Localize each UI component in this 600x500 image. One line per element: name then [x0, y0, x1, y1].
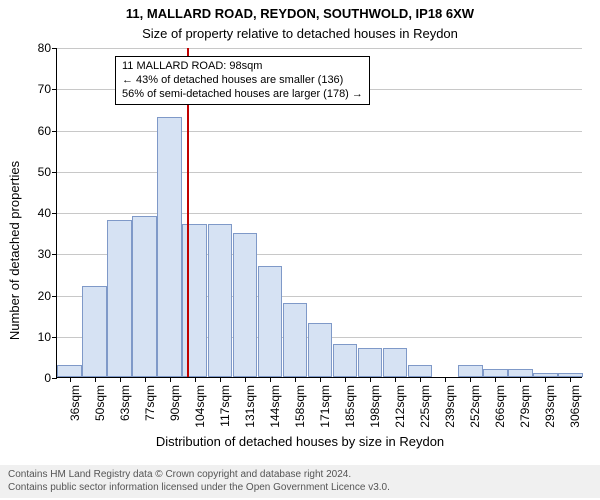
xtick-mark — [220, 377, 221, 382]
xtick-label: 212sqm — [393, 385, 407, 428]
chart-title: 11, MALLARD ROAD, REYDON, SOUTHWOLD, IP1… — [0, 6, 600, 21]
xtick-mark — [570, 377, 571, 382]
xtick-mark — [295, 377, 296, 382]
ytick-label: 70 — [38, 82, 57, 96]
xtick-label: 36sqm — [68, 385, 82, 421]
annotation-line: 11 MALLARD ROAD: 98sqm — [122, 60, 363, 74]
footer-line: Contains HM Land Registry data © Crown c… — [8, 469, 592, 482]
xtick-label: 185sqm — [343, 385, 357, 428]
xtick-label: 131sqm — [243, 385, 257, 428]
grid-line — [57, 131, 582, 132]
xtick-label: 198sqm — [368, 385, 382, 428]
xtick-label: 117sqm — [218, 385, 232, 427]
plot-area: 0102030405060708036sqm50sqm63sqm77sqm90s… — [56, 48, 582, 378]
xtick-mark — [70, 377, 71, 382]
xtick-mark — [445, 377, 446, 382]
histogram-bar — [508, 369, 533, 377]
xtick-label: 293sqm — [543, 385, 557, 428]
ytick-label: 60 — [38, 124, 57, 138]
ytick-label: 50 — [38, 165, 57, 179]
y-axis-label: Number of detached properties — [8, 0, 22, 500]
histogram-bar — [258, 266, 283, 377]
x-axis-label: Distribution of detached houses by size … — [0, 434, 600, 449]
histogram-bar — [383, 348, 408, 377]
annotation-line: ← 43% of detached houses are smaller (13… — [122, 74, 363, 88]
histogram-bar — [483, 369, 508, 377]
histogram-bar — [132, 216, 157, 377]
xtick-label: 90sqm — [168, 385, 182, 421]
xtick-label: 306sqm — [568, 385, 582, 428]
grid-line — [57, 213, 582, 214]
histogram-bar — [308, 323, 333, 377]
histogram-bar — [408, 365, 433, 377]
xtick-mark — [420, 377, 421, 382]
xtick-label: 252sqm — [468, 385, 482, 428]
ytick-label: 30 — [38, 247, 57, 261]
xtick-mark — [120, 377, 121, 382]
xtick-mark — [95, 377, 96, 382]
chart-subtitle: Size of property relative to detached ho… — [0, 26, 600, 41]
histogram-bar — [458, 365, 483, 377]
histogram-bar — [57, 365, 82, 377]
histogram-bar — [82, 286, 107, 377]
footer-line: Contains public sector information licen… — [8, 482, 592, 495]
xtick-mark — [470, 377, 471, 382]
xtick-mark — [320, 377, 321, 382]
xtick-mark — [370, 377, 371, 382]
xtick-label: 63sqm — [118, 385, 132, 421]
xtick-label: 171sqm — [318, 385, 332, 428]
annotation-line: 56% of semi-detached houses are larger (… — [122, 88, 363, 102]
xtick-mark — [345, 377, 346, 382]
histogram-bar — [358, 348, 383, 377]
grid-line — [57, 172, 582, 173]
ytick-label: 10 — [38, 330, 57, 344]
histogram-bar — [157, 117, 182, 377]
grid-line — [57, 48, 582, 49]
xtick-label: 158sqm — [293, 385, 307, 428]
xtick-mark — [270, 377, 271, 382]
xtick-label: 50sqm — [93, 385, 107, 421]
footer-attribution: Contains HM Land Registry data © Crown c… — [0, 465, 600, 498]
xtick-mark — [195, 377, 196, 382]
annotation-box: 11 MALLARD ROAD: 98sqm← 43% of detached … — [115, 56, 370, 105]
xtick-mark — [520, 377, 521, 382]
ytick-label: 0 — [44, 371, 57, 385]
histogram-bar — [333, 344, 358, 377]
ytick-label: 20 — [38, 289, 57, 303]
xtick-label: 144sqm — [268, 385, 282, 428]
xtick-mark — [245, 377, 246, 382]
histogram-bar — [208, 224, 233, 377]
xtick-mark — [495, 377, 496, 382]
xtick-label: 266sqm — [493, 385, 507, 428]
xtick-label: 104sqm — [193, 385, 207, 428]
xtick-label: 279sqm — [518, 385, 532, 428]
ytick-label: 40 — [38, 206, 57, 220]
xtick-label: 225sqm — [418, 385, 432, 428]
histogram-bar — [182, 224, 207, 377]
xtick-mark — [145, 377, 146, 382]
ytick-label: 80 — [38, 41, 57, 55]
histogram-bar — [233, 233, 258, 377]
xtick-label: 239sqm — [443, 385, 457, 428]
histogram-bar — [283, 303, 308, 377]
xtick-mark — [395, 377, 396, 382]
xtick-mark — [545, 377, 546, 382]
histogram-bar — [107, 220, 132, 377]
xtick-label: 77sqm — [143, 385, 157, 421]
chart-container: 11, MALLARD ROAD, REYDON, SOUTHWOLD, IP1… — [0, 0, 600, 500]
xtick-mark — [170, 377, 171, 382]
